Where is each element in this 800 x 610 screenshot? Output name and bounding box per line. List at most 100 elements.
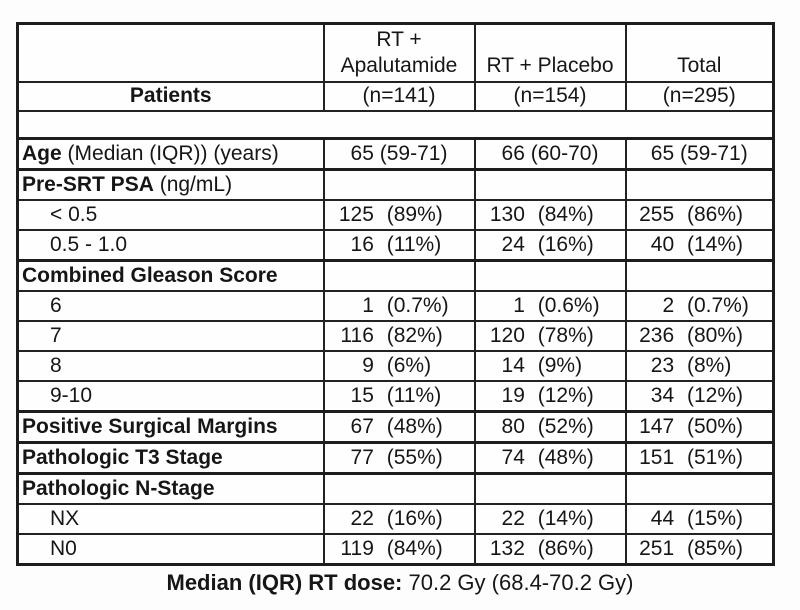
value-cell	[473, 259, 627, 292]
value-percent: (8%)	[686, 353, 732, 377]
value-cell: 19 (12%)	[473, 380, 627, 413]
value-count: 14	[501, 353, 525, 377]
value-count: 40	[650, 232, 675, 256]
value-percent: (16%)	[386, 506, 443, 530]
value-cell: 40 (14%)	[624, 229, 775, 262]
table-row: < 0.5 125 (89%) 130 (84%) 255 (86%)	[16, 199, 775, 231]
value-count: 22	[501, 506, 525, 530]
row-label: Combined Gleason Score	[16, 259, 325, 292]
value-percent: (48%)	[537, 445, 594, 469]
value-percent: (78%)	[537, 323, 594, 347]
value-cell: 23 (8%)	[624, 350, 775, 382]
value-count: 236	[639, 323, 675, 347]
value-count: 116	[340, 323, 374, 347]
value-count: 67	[350, 414, 374, 438]
value-count: 147	[639, 414, 675, 438]
header-arm-total: Total	[624, 22, 775, 83]
table-row: Positive Surgical Margins 67 (48%) 80 (52%) 1…	[16, 410, 775, 444]
value-count: 15	[350, 383, 374, 407]
row-label: Pathologic N-Stage	[16, 472, 325, 505]
header-n-total: (n=295)	[624, 81, 775, 112]
value-cell	[322, 472, 476, 505]
value-count: 255	[639, 202, 675, 226]
value-percent: (16%)	[537, 232, 594, 256]
value-cell: 2 (0.7%)	[624, 290, 775, 322]
value-cell	[624, 472, 775, 505]
value-percent: (0.6%)	[537, 293, 600, 317]
value-cell	[624, 168, 775, 201]
value-count: 251	[639, 536, 675, 560]
value-count: 9	[362, 353, 374, 377]
value-percent: (0.7%)	[686, 293, 749, 317]
header-corner-cell	[16, 22, 325, 83]
value-cell: 67 (48%)	[322, 410, 476, 444]
value-count: 24	[501, 232, 525, 256]
value-count: 151	[639, 445, 675, 469]
table-row: Pre-SRT PSA (ng/mL)	[16, 168, 775, 201]
value-cell	[322, 168, 476, 201]
header-row-arms: RT + Apalutamide RT + Placebo Total	[16, 22, 775, 83]
value-cell: 9 (6%)	[322, 350, 476, 382]
table-row: 0.5 - 1.0 16 (11%) 24 (16%) 40 (14%)	[16, 229, 775, 262]
value-percent: (0.7%)	[386, 293, 449, 317]
value-percent: (11%)	[386, 232, 442, 256]
value-count: 125	[338, 202, 374, 226]
value-cell: 132 (86%)	[473, 533, 627, 566]
table-row: Combined Gleason Score	[16, 259, 775, 292]
value-cell: 130 (84%)	[473, 199, 627, 231]
value-cell	[473, 472, 627, 505]
value-count: 132	[489, 536, 525, 560]
value-percent: (80%)	[686, 323, 744, 347]
value-count: 23	[650, 353, 675, 377]
value-count: 119	[340, 536, 374, 560]
table-row: 7 116 (82%) 120 (78%) 236 (80%)	[16, 320, 775, 352]
table-row: 8 9 (6%) 14 (9%) 23 (8%)	[16, 350, 775, 382]
value-count: 74	[501, 445, 525, 469]
value-cell	[624, 259, 775, 292]
value-count: 120	[489, 323, 525, 347]
value-percent: (11%)	[386, 383, 442, 407]
value-percent: (86%)	[686, 202, 744, 226]
value-percent: (55%)	[386, 445, 443, 469]
table-row: Pathologic T3 Stage 77 (55%) 74 (48%) 151 (51%…	[16, 441, 775, 475]
table-row: Pathologic N-Stage	[16, 472, 775, 505]
header-arm-apalutamide: RT + Apalutamide	[322, 22, 476, 83]
value-cell: 74 (48%)	[473, 441, 627, 475]
value-percent: (84%)	[386, 536, 443, 560]
value-cell: 1 (0.6%)	[473, 290, 627, 322]
rt-dose-note-value: 70.2 Gy (68.4-70.2 Gy)	[402, 570, 634, 595]
value-cell: 15 (11%)	[322, 380, 476, 413]
value-count: 2	[662, 293, 675, 317]
row-label: < 0.5	[16, 199, 325, 231]
header-arm-apalutamide-line1: RT +	[376, 27, 422, 51]
value-percent: (14%)	[686, 232, 744, 256]
row-label: 7	[16, 320, 325, 352]
header-patients-label: Patients	[16, 81, 325, 112]
value-cell: 251 (85%)	[624, 533, 775, 566]
value-cell: 65 (59-71)	[624, 137, 775, 171]
value-percent: (89%)	[386, 202, 443, 226]
table-row: 6 1 (0.7%) 1 (0.6%) 2 (0.7%)	[16, 290, 775, 322]
value-cell: 66 (60-70)	[473, 137, 627, 171]
value-cell: 80 (52%)	[473, 410, 627, 444]
value-cell: 77 (55%)	[322, 441, 476, 475]
value-count: 34	[650, 383, 675, 407]
value-cell: 125 (89%)	[322, 199, 476, 231]
row-label: 6	[16, 290, 325, 322]
value-cell	[473, 168, 627, 201]
value-cell: 116 (82%)	[322, 320, 476, 352]
value-cell: 22 (14%)	[473, 503, 627, 535]
value-percent: (82%)	[386, 323, 443, 347]
value-cell: 236 (80%)	[624, 320, 775, 352]
value-count: 1	[513, 293, 525, 317]
value-percent: (51%)	[686, 445, 744, 469]
value-count: 22	[350, 506, 374, 530]
table-row: Age (Median (IQR)) (years) 65 (59-71) 66 (…	[16, 137, 775, 171]
rt-dose-note: Median (IQR) RT dose: 70.2 Gy (68.4-70.2…	[0, 570, 800, 596]
header-n-placebo: (n=154)	[473, 81, 627, 112]
row-label: 0.5 - 1.0	[16, 229, 325, 262]
value-percent: (14%)	[537, 506, 594, 530]
table-row: 9-10 15 (11%) 19 (12%) 34 (12%)	[16, 380, 775, 413]
table-body: Age (Median (IQR)) (years) 65 (59-71) 66 (…	[16, 110, 775, 566]
spacer-row	[16, 110, 775, 140]
